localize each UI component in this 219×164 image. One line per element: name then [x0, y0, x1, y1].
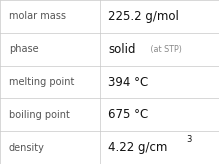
Text: molar mass: molar mass	[9, 11, 66, 21]
Text: 394 °C: 394 °C	[108, 75, 149, 89]
Text: 3: 3	[186, 135, 191, 144]
Text: 675 °C: 675 °C	[108, 108, 149, 121]
Text: phase: phase	[9, 44, 38, 54]
Text: (at STP): (at STP)	[148, 45, 182, 54]
Text: 4.22 g/cm: 4.22 g/cm	[108, 141, 168, 154]
Text: 225.2 g/mol: 225.2 g/mol	[108, 10, 179, 23]
Text: density: density	[9, 143, 45, 153]
Text: boiling point: boiling point	[9, 110, 70, 120]
Text: solid: solid	[108, 43, 136, 56]
Text: melting point: melting point	[9, 77, 74, 87]
